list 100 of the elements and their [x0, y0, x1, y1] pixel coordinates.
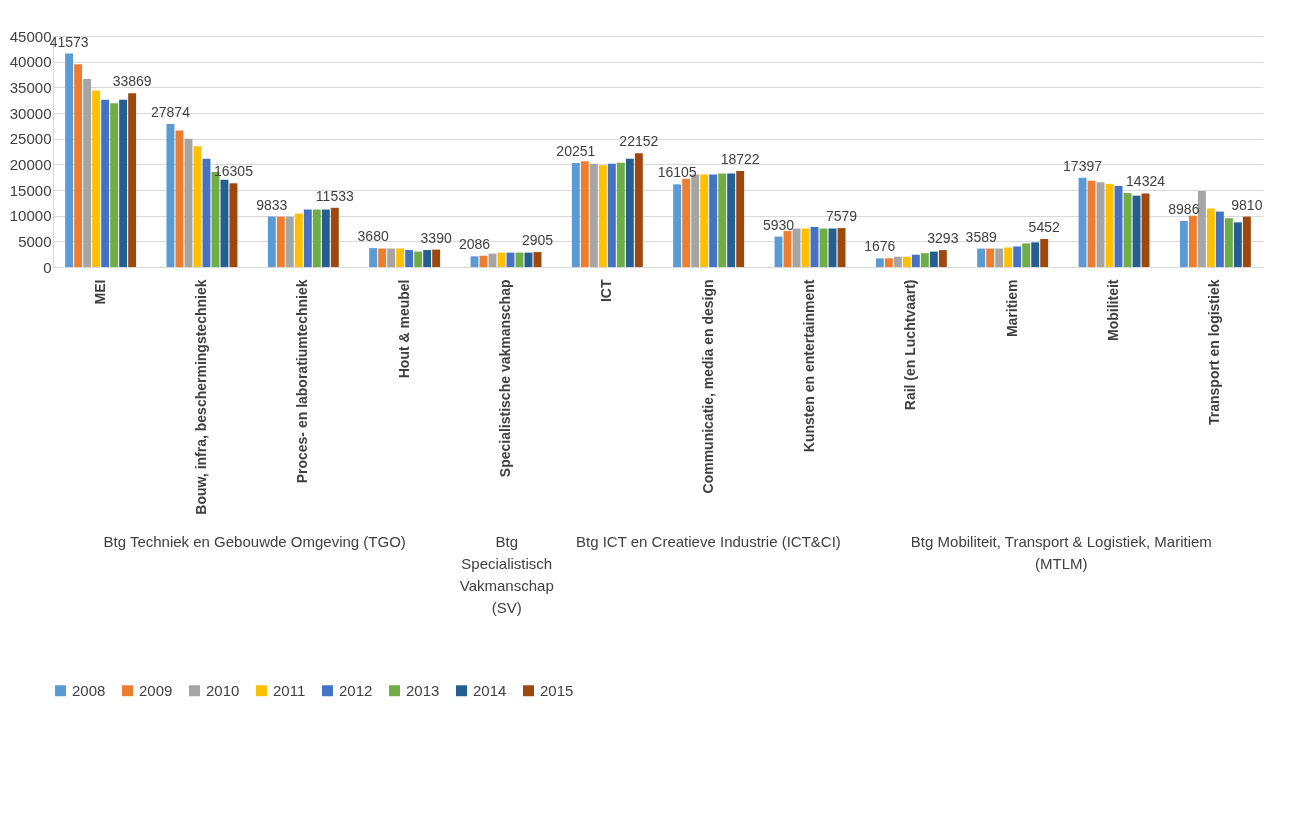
bar	[1013, 246, 1022, 267]
data-label: 16305	[214, 163, 254, 180]
bar	[598, 165, 607, 267]
bar	[673, 184, 682, 267]
y-tick-label: 35000	[9, 78, 52, 96]
bar	[727, 173, 736, 267]
bar	[718, 173, 727, 267]
x-tick-label: MEI	[91, 279, 108, 305]
bar	[387, 248, 396, 267]
bar	[321, 209, 330, 267]
data-label: 27874	[150, 103, 191, 120]
bar	[65, 53, 74, 267]
bar	[1224, 218, 1233, 267]
x-tick-label: Maritiem	[1003, 279, 1020, 338]
bar	[1188, 215, 1197, 267]
bar	[911, 254, 920, 267]
data-label: 1676	[864, 238, 896, 255]
data-label: 7579	[825, 208, 858, 225]
legend-label: 2013	[406, 681, 440, 699]
bar	[616, 162, 625, 267]
bar	[83, 79, 92, 267]
data-label: 9833	[256, 196, 288, 213]
bar	[1242, 216, 1251, 267]
data-label: 16105	[657, 164, 697, 181]
bar	[700, 174, 709, 267]
legend-label: 2011	[273, 681, 306, 699]
bar	[589, 163, 598, 267]
x-tick-label: Proces- en laboratiumtechniek	[294, 279, 311, 484]
data-label: 8986	[1168, 200, 1200, 217]
text: Btg Mobiliteit, Transport & Logistiek, Maritiem (MTLM)	[910, 533, 1212, 572]
data-label: 2086	[458, 236, 491, 253]
bar	[709, 174, 718, 267]
bar	[74, 64, 83, 267]
data-label: 5930	[762, 216, 795, 233]
bar	[1233, 222, 1242, 267]
bar	[625, 158, 634, 267]
bar	[929, 251, 938, 267]
text: Btg ICT en Creatieve Industrie (ICT&CI)	[576, 533, 841, 550]
data-label: 3680	[357, 228, 389, 245]
legend-label: 2009	[139, 681, 173, 699]
bar	[276, 216, 285, 267]
bar	[378, 248, 387, 267]
y-tick-label: 10000	[9, 207, 52, 225]
data-label: 5452	[1028, 219, 1060, 236]
data-label: 20251	[556, 143, 596, 160]
bar	[634, 153, 643, 267]
data-label: 22152	[619, 133, 659, 150]
bar	[884, 258, 893, 267]
x-tick-label: Communicatie, media en design	[699, 279, 716, 494]
x-tick-label: ICT	[598, 279, 615, 303]
x-tick-label: Mobiliteit	[1105, 279, 1122, 341]
bar	[1197, 191, 1206, 267]
bar	[119, 99, 128, 267]
data-label: 3293	[927, 230, 959, 247]
legend-label: 2012	[339, 681, 373, 699]
bar	[571, 163, 580, 267]
y-tick-label: 20000	[9, 155, 52, 173]
bar	[1004, 247, 1013, 267]
bar	[432, 249, 441, 267]
bar	[1022, 243, 1031, 267]
bar	[1215, 211, 1224, 267]
text: Btg Specialistisch Vakmanschap (SV)	[459, 533, 554, 616]
bar	[330, 207, 339, 267]
x-tick-label: Transport en logistiek	[1206, 279, 1223, 425]
bar	[977, 248, 986, 267]
bar	[405, 250, 414, 267]
bar	[470, 256, 479, 267]
data-label: 11533	[315, 187, 354, 204]
y-tick-label: 40000	[9, 53, 52, 71]
data-label: 17397	[1063, 157, 1103, 174]
bar	[902, 256, 911, 267]
y-tick-label: 5000	[18, 232, 52, 250]
x-tick-label: Hout & meubel	[395, 279, 412, 379]
bar	[110, 103, 119, 267]
bar	[736, 170, 745, 267]
x-tick-label: Bouw, infra, beschermingstechniek	[192, 279, 209, 515]
x-tick-label: Specialistische vakmanschap	[496, 279, 513, 478]
legend-label: 2008	[72, 681, 106, 699]
data-label: 9810	[1231, 196, 1263, 213]
x-tick-label: Rail (en Luchtvaart)	[902, 279, 919, 411]
data-label: 3589	[965, 228, 997, 245]
bar	[267, 216, 276, 267]
bar	[303, 209, 312, 267]
bar	[92, 90, 101, 267]
bar	[128, 93, 137, 267]
bar	[580, 161, 589, 267]
bar	[893, 256, 902, 267]
y-tick-label: 15000	[9, 181, 52, 199]
bar	[1179, 220, 1188, 267]
bar	[682, 178, 691, 267]
bar	[938, 250, 947, 267]
legend-label: 2014	[473, 681, 507, 699]
data-label: 18722	[720, 150, 760, 167]
legend-label: 2015	[540, 681, 574, 699]
x-tick-label: Kunsten en entertainment	[801, 279, 818, 453]
bar	[414, 251, 423, 267]
data-label: 33869	[112, 73, 152, 90]
bar	[101, 99, 110, 267]
bar	[312, 209, 321, 267]
bar	[1031, 242, 1040, 267]
